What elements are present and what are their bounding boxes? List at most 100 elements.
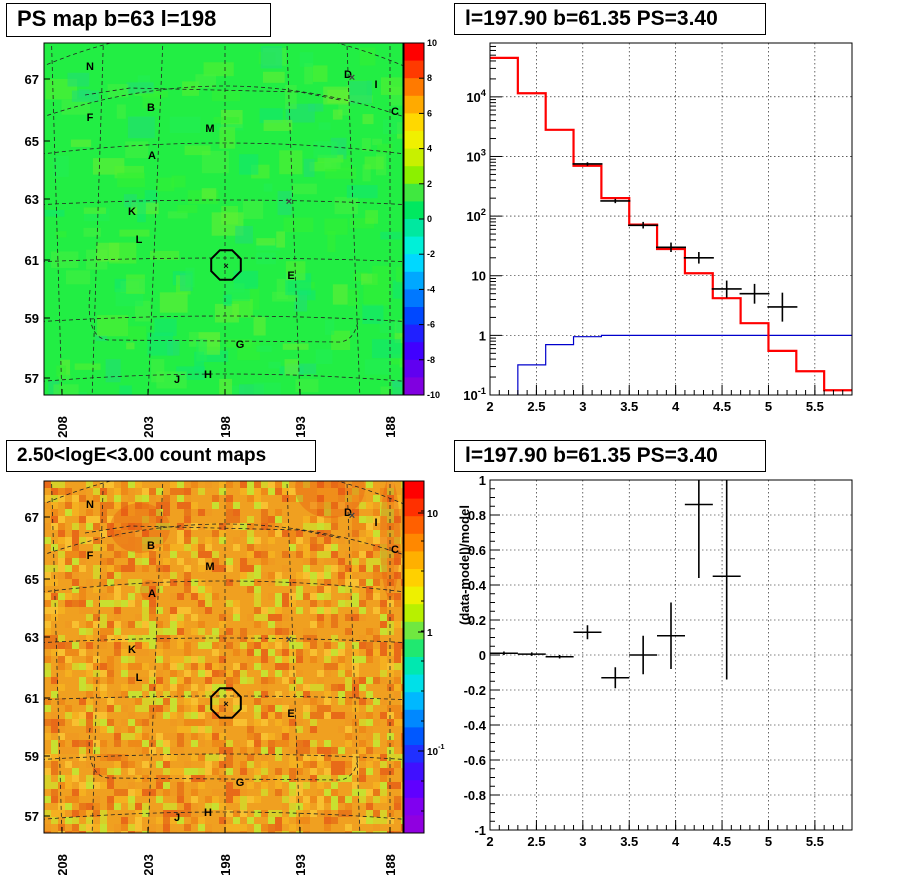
map-pixel — [79, 698, 86, 705]
map-pixel — [303, 761, 310, 768]
map-pixel — [401, 747, 403, 754]
map-pixel — [163, 782, 170, 789]
map-pixel — [296, 719, 303, 726]
map-pixel — [135, 803, 142, 810]
colorbar-tick-label: -4 — [427, 284, 435, 294]
map-pixel — [324, 768, 331, 775]
latitude-line — [44, 373, 403, 382]
map-pixel — [163, 502, 170, 509]
map-pixel — [191, 796, 198, 803]
map-pixel — [366, 502, 373, 509]
map-pixel — [121, 621, 128, 628]
map-pixel — [149, 558, 156, 565]
map-pixel — [100, 782, 107, 789]
map-pixel — [149, 628, 156, 635]
map-pixel — [65, 810, 72, 817]
map-pixel — [282, 495, 289, 502]
map-pixel — [331, 495, 338, 502]
map-pixel — [107, 705, 114, 712]
map-pixel — [170, 656, 177, 663]
map-pixel — [128, 712, 135, 719]
map-pixel — [191, 481, 198, 488]
map-pixel — [163, 684, 170, 691]
map-patch — [196, 338, 207, 362]
map-pixel — [72, 817, 79, 824]
map-patch — [51, 251, 79, 268]
map-pixel — [205, 726, 212, 733]
map-pixel — [226, 642, 233, 649]
spectrum-frame — [489, 42, 853, 396]
map-pixel — [282, 831, 289, 833]
target-center-marker: × — [223, 699, 228, 709]
map-pixel — [198, 754, 205, 761]
map-pixel — [324, 600, 331, 607]
colorbar-swatch — [404, 377, 424, 396]
map-patch — [364, 156, 384, 170]
map-pixel — [142, 649, 149, 656]
map-patch — [309, 161, 337, 172]
map-pixel — [289, 600, 296, 607]
map-pixel — [380, 796, 387, 803]
map-pixel — [310, 502, 317, 509]
map-pixel — [380, 663, 387, 670]
map-pixel — [317, 754, 324, 761]
map-pixel — [380, 572, 387, 579]
map-pixel — [51, 782, 58, 789]
map-pixel — [107, 586, 114, 593]
map-pixel — [331, 663, 338, 670]
map-pixel — [163, 635, 170, 642]
map-pixel — [373, 530, 380, 537]
map-patch — [259, 108, 283, 124]
map-pixel — [317, 684, 324, 691]
map-pixel — [191, 789, 198, 796]
map-patch — [128, 326, 147, 340]
map-pixel — [261, 649, 268, 656]
map-pixel — [170, 663, 177, 670]
map-patch — [362, 114, 374, 125]
map-patch — [371, 339, 401, 359]
map-pixel — [121, 796, 128, 803]
longitude-line — [147, 481, 164, 833]
map-pixel — [163, 572, 170, 579]
map-pixel — [359, 579, 366, 586]
map-pixel — [149, 551, 156, 558]
map-pixel — [191, 523, 198, 530]
map-pixel — [128, 656, 135, 663]
map-pixel — [51, 544, 58, 551]
map-pixel — [303, 565, 310, 572]
map-pixel — [317, 705, 324, 712]
map-pixel — [149, 698, 156, 705]
map-pixel — [282, 796, 289, 803]
source-label-k: K — [128, 206, 136, 218]
map-pixel — [345, 572, 352, 579]
map-pixel — [289, 831, 296, 833]
map-pixel — [51, 740, 58, 747]
map-pixel — [177, 502, 184, 509]
map-pixel — [352, 670, 359, 677]
map-pixel — [44, 600, 51, 607]
map-pixel — [296, 495, 303, 502]
map-pixel — [72, 831, 79, 833]
map-pixel — [401, 558, 403, 565]
map-pixel — [345, 677, 352, 684]
map-pixel — [247, 530, 254, 537]
map-pixel — [79, 607, 86, 614]
map-pixel — [163, 642, 170, 649]
map-pixel — [394, 495, 401, 502]
map-pixel — [387, 817, 394, 824]
map-pixel — [331, 747, 338, 754]
map-pixel — [275, 670, 282, 677]
map-pixel — [198, 558, 205, 565]
map-pixel — [44, 782, 51, 789]
map-pixel — [373, 817, 380, 824]
map-pixel — [114, 705, 121, 712]
map-pixel — [205, 705, 212, 712]
map-pixel — [107, 516, 114, 523]
map-pixel — [387, 502, 394, 509]
map-pixel — [163, 509, 170, 516]
map-pixel — [226, 495, 233, 502]
map-pixel — [366, 817, 373, 824]
source-marker-d: × — [349, 72, 355, 84]
map-patch — [294, 290, 308, 312]
map-pixel — [254, 733, 261, 740]
